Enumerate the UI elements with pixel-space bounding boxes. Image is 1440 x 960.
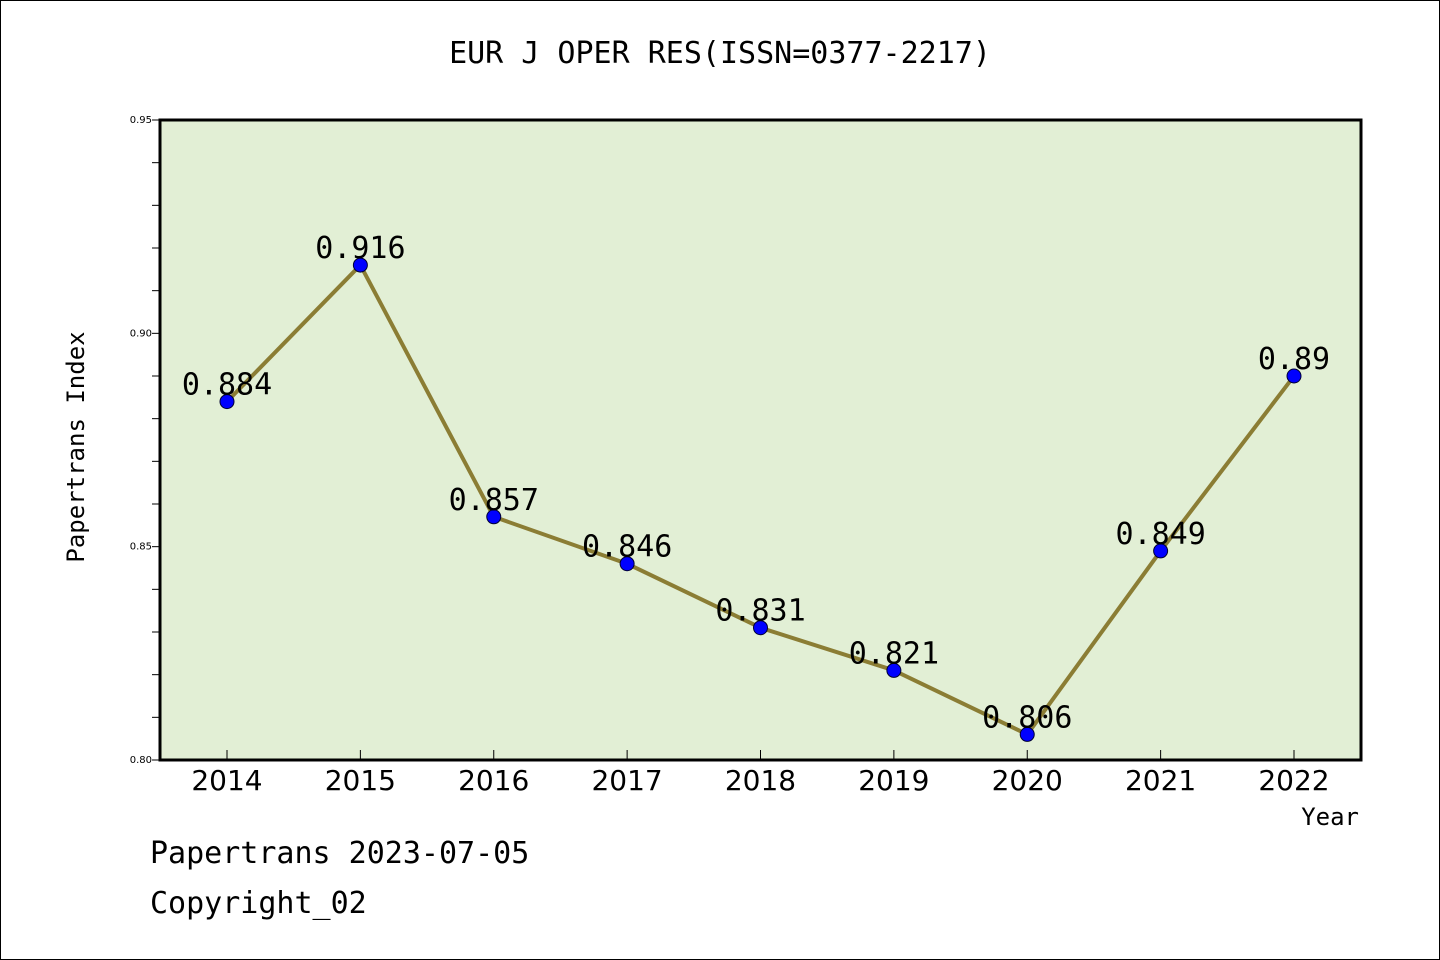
chart-title: EUR J OPER RES(ISSN=0377-2217) [449, 36, 991, 71]
data-point [352, 257, 368, 273]
x-tick-label: 2017 [591, 764, 662, 797]
y-tick-label: 0.85 [130, 542, 152, 553]
footer-date: Papertrans 2023-07-05 [150, 836, 530, 871]
data-label: 0.884 [182, 368, 272, 403]
data-label: 0.89 [1258, 342, 1330, 377]
x-tick-label: 2021 [1125, 764, 1196, 797]
data-point [1153, 543, 1169, 559]
x-tick-label: 2019 [858, 764, 929, 797]
x-tick-label: 2022 [1258, 764, 1329, 797]
data-point [753, 620, 768, 636]
data-label: 0.806 [982, 700, 1072, 735]
y-axis-title: Papertrans Index [62, 331, 90, 562]
x-tick-label: 2014 [191, 764, 262, 797]
data-point [219, 394, 235, 410]
data-label: 0.916 [315, 231, 405, 266]
data-label: 0.849 [1115, 517, 1205, 552]
plot-area [158, 118, 1363, 762]
data-label: 0.846 [582, 530, 672, 565]
data-point [486, 509, 502, 525]
y-tick-label: 0.95 [130, 115, 152, 126]
x-tick-label: 2018 [725, 764, 796, 797]
x-tick-label: 2020 [992, 764, 1063, 797]
data-point [1286, 368, 1302, 384]
data-point [619, 556, 635, 572]
x-tick-label: 2015 [325, 764, 396, 797]
data-point [886, 662, 902, 678]
data-point [1019, 726, 1035, 742]
data-label: 0.857 [449, 483, 539, 518]
y-tick-label: 0.80 [130, 755, 152, 766]
data-label: 0.821 [849, 636, 939, 671]
footer-copyright: Copyright_02 [150, 886, 367, 921]
x-tick-label: 2016 [458, 764, 529, 797]
y-tick-label: 0.90 [130, 328, 152, 339]
data-label: 0.831 [715, 594, 805, 629]
x-axis-title: Year [1301, 803, 1359, 831]
